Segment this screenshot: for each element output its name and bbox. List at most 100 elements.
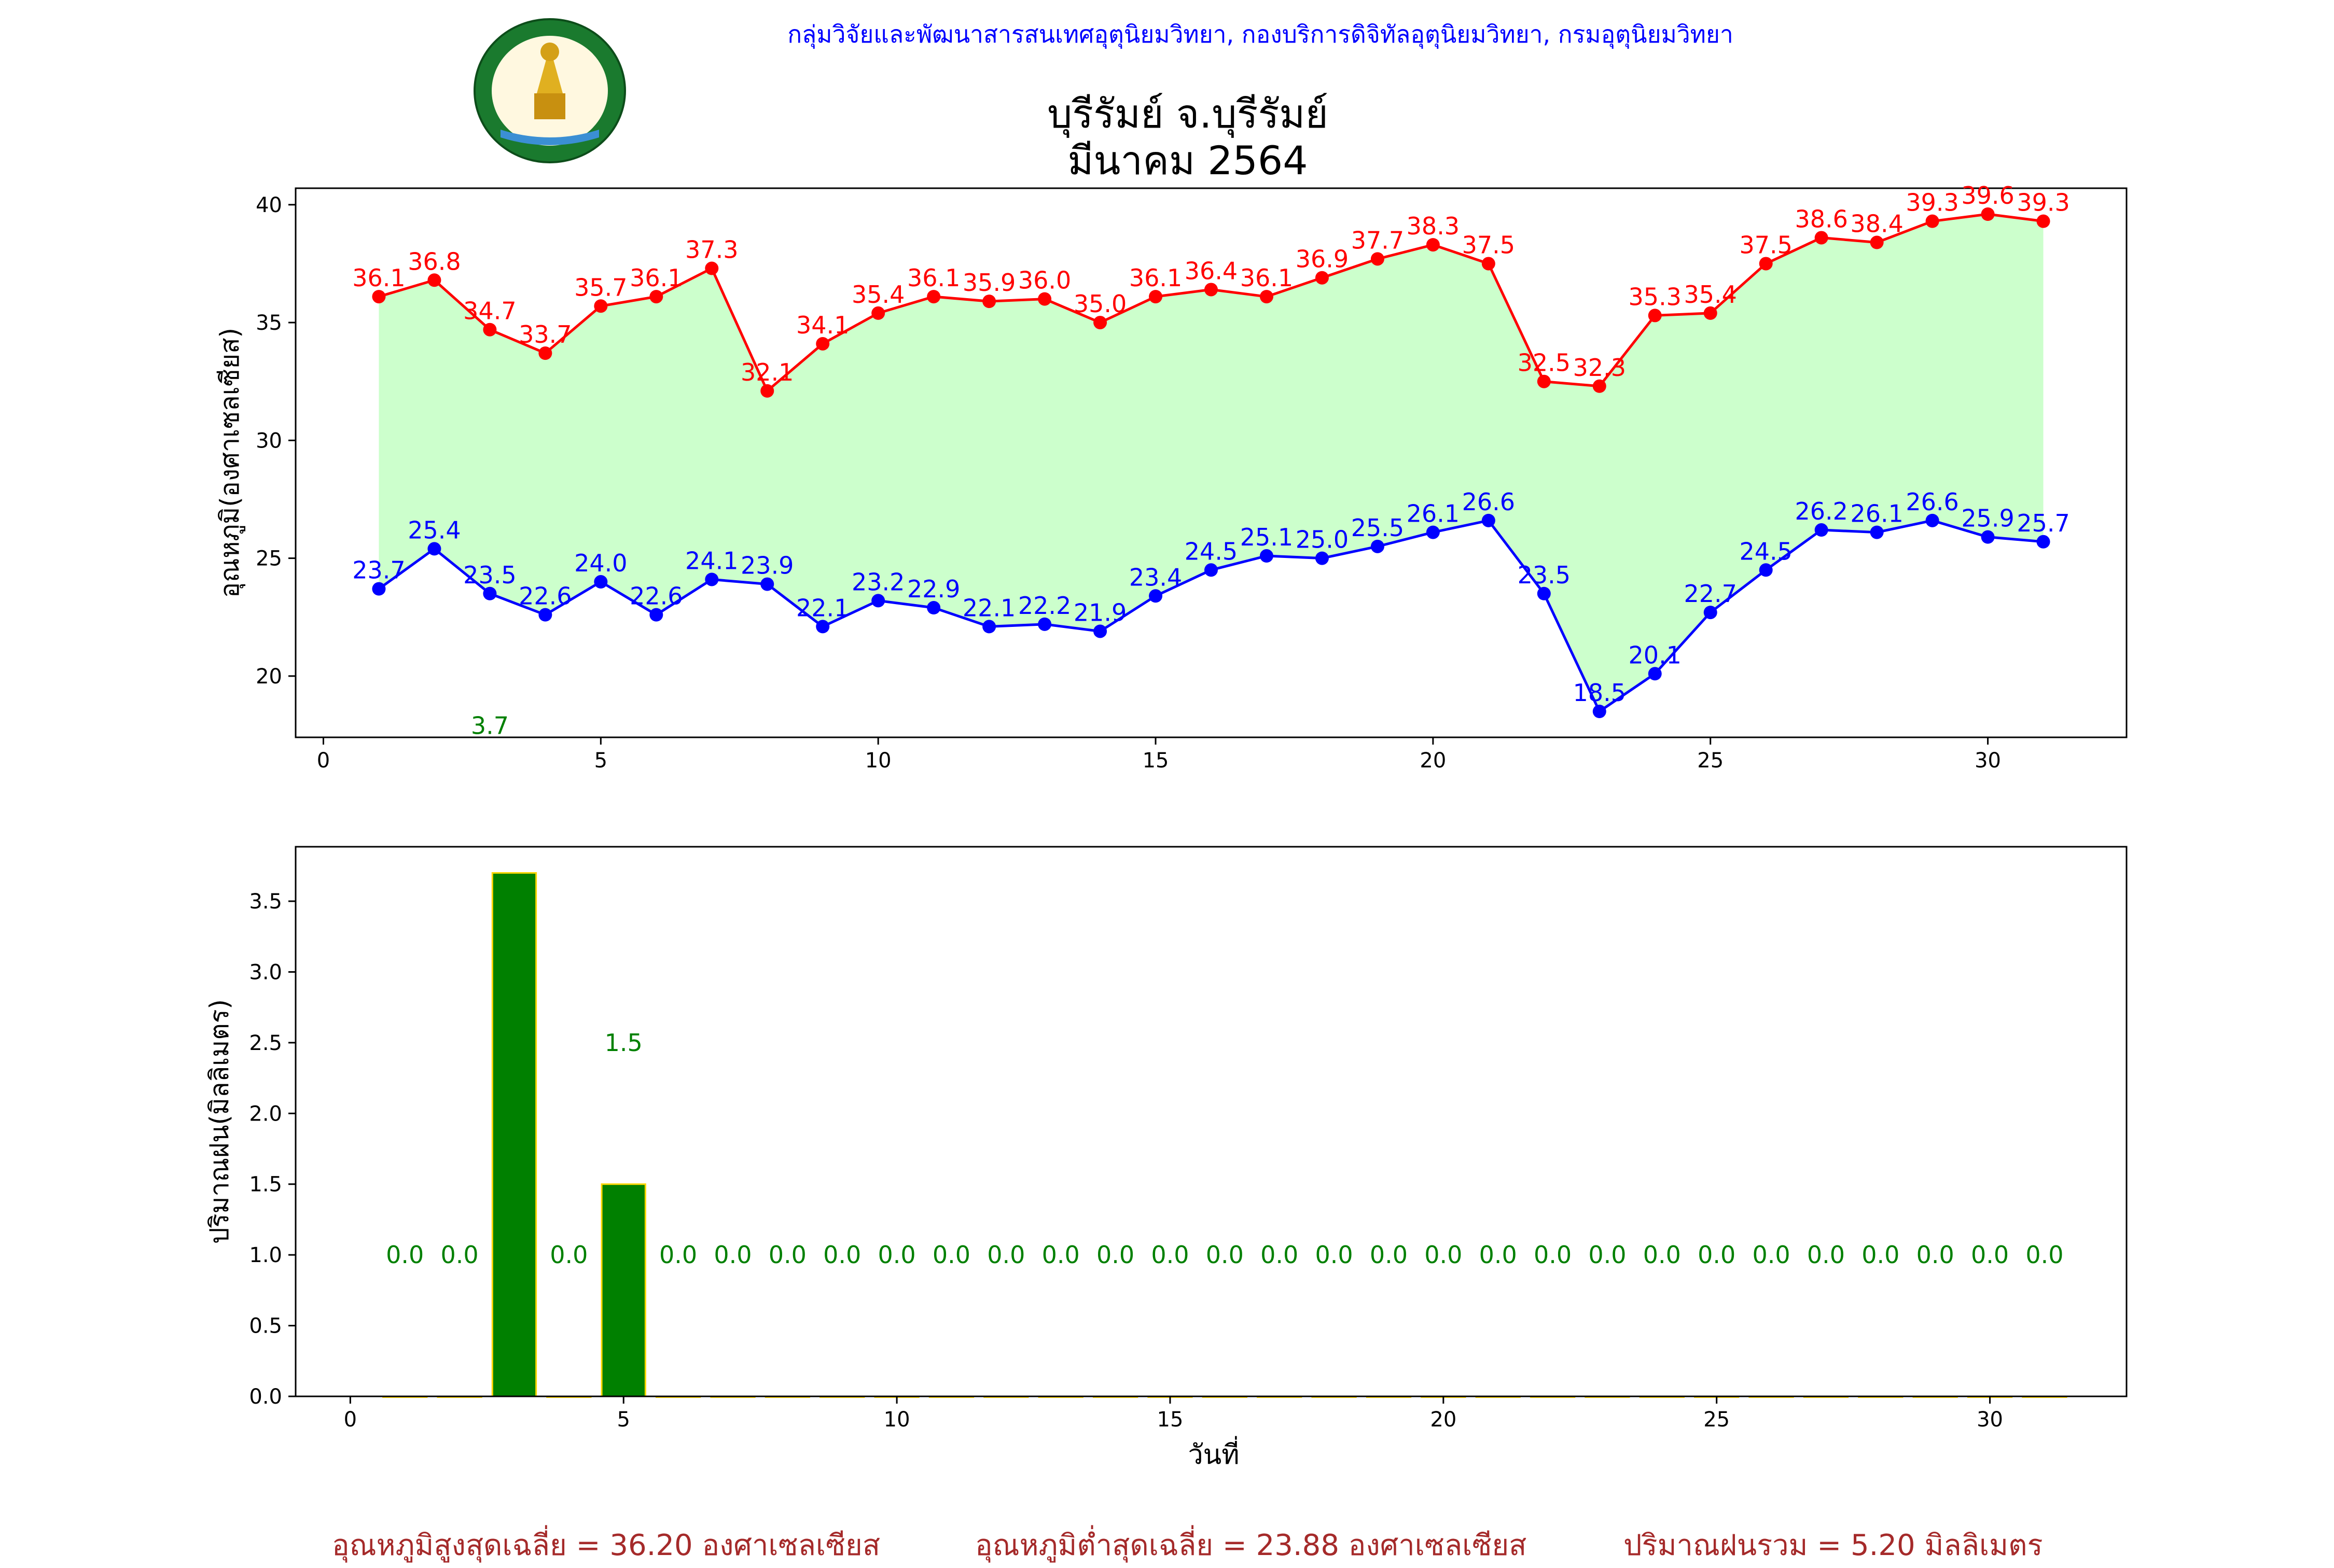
min-temperature-point: [1481, 513, 1495, 527]
rain-value-label: 0.0: [1643, 1241, 1681, 1269]
rain-x-tick-label: 15: [1157, 1408, 1184, 1432]
min-temperature-label: 25.0: [1296, 526, 1349, 554]
max-temperature-label: 35.4: [1684, 281, 1737, 309]
rain-value-label: 1.5: [605, 1029, 643, 1057]
temp-x-tick-label: 15: [1143, 749, 1169, 773]
rain-value-label: 0.0: [441, 1241, 479, 1269]
rain-value-label: 0.0: [1042, 1241, 1080, 1269]
min-temperature-label: 23.4: [1129, 563, 1182, 591]
min-temperature-point: [1981, 530, 1995, 544]
chart-title-station: บุรีรัมย์ จ.บุรีรัมย์: [1047, 91, 1328, 137]
rain-y-tick-label: 1.5: [249, 1173, 282, 1197]
min-temperature-label: 22.2: [1018, 592, 1071, 620]
max-temperature-point: [1038, 292, 1052, 306]
max-temperature-label: 37.7: [1351, 226, 1404, 254]
rain-value-label: 0.0: [823, 1241, 861, 1269]
min-temperature-point: [1149, 589, 1163, 603]
min-temperature-label: 18.5: [1573, 679, 1626, 707]
temp-y-tick-label: 25: [256, 547, 282, 571]
max-temperature-point: [871, 306, 885, 320]
max-temperature-label: 35.3: [1629, 283, 1682, 311]
min-temperature-label: 24.1: [685, 547, 738, 575]
min-temperature-label: 23.2: [852, 568, 905, 596]
max-temperature-point: [1703, 306, 1717, 320]
rain-x-tick-label: 30: [1977, 1408, 2003, 1432]
min-temperature-point: [372, 582, 386, 596]
temp-x-tick-label: 30: [1975, 749, 2001, 773]
max-temperature-label: 33.7: [519, 320, 572, 348]
rain-y-tick-label: 1.0: [249, 1243, 282, 1267]
rainfall-axis-label: ปริมาณฝน(มิลลิเมตร): [204, 999, 234, 1244]
min-temperature-label: 22.1: [796, 594, 849, 622]
min-temperature-point: [649, 608, 663, 622]
min-temperature-point: [1648, 667, 1662, 681]
temp-x-tick-label: 10: [865, 749, 892, 773]
max-temperature-label: 38.3: [1407, 212, 1460, 240]
min-temperature-label: 25.1: [1240, 523, 1293, 551]
max-temperature-label: 36.1: [630, 264, 683, 292]
min-temperature-label: 26.2: [1795, 497, 1847, 525]
chart-title-month: มีนาคม 2564: [1067, 137, 1308, 184]
rain-value-label: 0.0: [1861, 1241, 1899, 1269]
temperature-annotation: 3.7: [471, 711, 509, 739]
max-temperature-label: 35.4: [852, 281, 905, 309]
temp-y-tick-label: 20: [256, 665, 282, 689]
rain-value-label: 0.0: [1315, 1241, 1353, 1269]
max-temperature-label: 36.8: [408, 247, 461, 275]
min-temperature-label: 22.6: [519, 582, 572, 610]
min-temperature-point: [1093, 624, 1107, 638]
max-temperature-point: [1093, 316, 1107, 330]
rain-value-label: 0.0: [1752, 1241, 1790, 1269]
rain-value-label: 0.0: [1206, 1241, 1244, 1269]
temp-x-tick-label: 5: [594, 749, 607, 773]
min-temperature-label: 24.0: [574, 549, 627, 577]
rain-y-tick-label: 3.5: [249, 890, 282, 914]
rain-value-label: 0.0: [1096, 1241, 1134, 1269]
rain-y-tick-label: 0.5: [249, 1314, 282, 1338]
rain-value-label: 0.0: [1424, 1241, 1462, 1269]
min-temperature-label: 24.5: [1739, 537, 1792, 565]
min-temperature-label: 20.1: [1629, 641, 1682, 669]
min-temperature-label: 26.6: [1906, 488, 1958, 516]
rain-bar: [601, 1183, 646, 1397]
agency-line: กลุ่มวิจัยและพัฒนาสารสนเทศอุตุนิยมวิทยา,…: [787, 20, 1733, 48]
rain-y-tick-label: 2.0: [249, 1102, 282, 1126]
min-temperature-label: 23.5: [1518, 561, 1571, 589]
min-temperature-point: [427, 542, 441, 556]
min-temperature-point: [1537, 586, 1551, 600]
temperature-axis-label: อุณหภูมิ(องศาเซลเซียส): [215, 328, 245, 598]
max-temperature-label: 35.7: [574, 273, 627, 301]
max-temperature-point: [1592, 379, 1606, 393]
max-temperature-label: 37.3: [685, 236, 738, 264]
min-temperature-point: [1370, 539, 1384, 553]
min-temperature-label: 24.5: [1185, 537, 1238, 565]
min-temperature-label: 23.7: [352, 556, 405, 584]
temperature-range-fill: [379, 214, 2044, 712]
min-temperature-point: [927, 601, 941, 615]
max-temperature-point: [1870, 235, 1884, 249]
max-temperature-label: 35.0: [1074, 290, 1127, 318]
rain-y-tick-label: 2.5: [249, 1031, 282, 1055]
rain-value-label: 0.0: [1260, 1241, 1298, 1269]
max-temperature-point: [1759, 257, 1773, 271]
max-temperature-point: [927, 290, 941, 304]
rain-value-label: 0.0: [550, 1241, 588, 1269]
min-temperature-label: 23.5: [463, 561, 516, 589]
rain-value-label: 0.0: [1479, 1241, 1517, 1269]
min-temperature-point: [1703, 606, 1717, 620]
rain-x-tick-label: 10: [884, 1408, 910, 1432]
avg-max-summary: อุณหภูมิสูงสุดเฉลี่ย = 36.20 องศาเซลเซีย…: [332, 1529, 881, 1562]
max-temperature-point: [1204, 283, 1218, 297]
max-temperature-label: 38.6: [1795, 205, 1847, 233]
max-temperature-label: 32.5: [1518, 349, 1571, 377]
max-temperature-point: [1370, 252, 1384, 266]
max-temperature-label: 37.5: [1739, 231, 1792, 259]
max-temperature-point: [594, 299, 608, 313]
max-temperature-point: [372, 290, 386, 304]
min-temperature-label: 25.5: [1351, 514, 1404, 542]
max-temperature-point: [649, 290, 663, 304]
min-temperature-point: [1315, 551, 1329, 565]
rain-value-label: 0.0: [2025, 1241, 2063, 1269]
max-temperature-label: 36.0: [1018, 267, 1071, 295]
min-temperature-point: [871, 594, 885, 608]
